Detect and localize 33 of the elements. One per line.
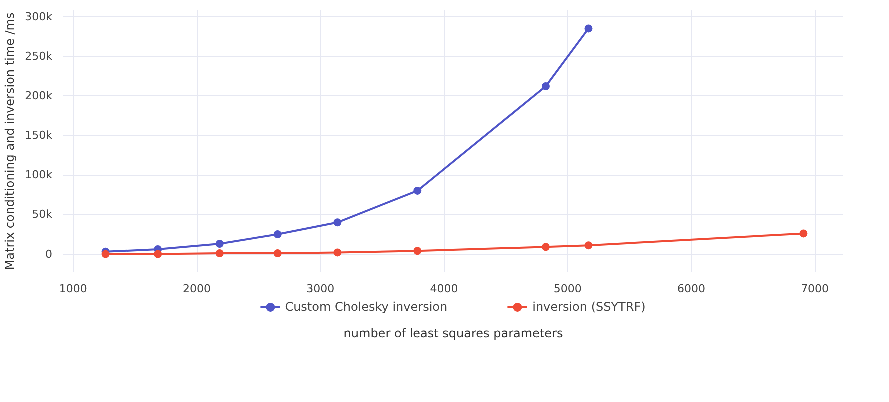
x-tick-label: 1000 bbox=[59, 282, 88, 296]
x-tick-label: 7000 bbox=[801, 282, 830, 296]
y-axis-title: Matrix conditioning and inversion time /ms bbox=[3, 12, 18, 270]
point bbox=[584, 24, 593, 33]
x-tick-label: 3000 bbox=[306, 282, 335, 296]
y-tick-label: 50k bbox=[32, 208, 54, 222]
x-axis-title: number of least squares parameters bbox=[344, 326, 564, 340]
point bbox=[274, 250, 282, 258]
point bbox=[216, 240, 224, 248]
y-tick-label: 0 bbox=[46, 248, 52, 261]
x-tick-label: 5000 bbox=[554, 282, 582, 296]
y-tick-label: 250k bbox=[25, 50, 54, 63]
point bbox=[154, 250, 162, 258]
point bbox=[542, 243, 550, 252]
point bbox=[584, 242, 593, 250]
x-tick-label: 4000 bbox=[430, 282, 458, 296]
point bbox=[414, 247, 422, 256]
point bbox=[334, 248, 342, 257]
point bbox=[800, 230, 808, 238]
y-tick-label: 150k bbox=[25, 129, 54, 142]
point bbox=[414, 186, 422, 195]
y-tick-label: 100k bbox=[25, 168, 54, 182]
y-tick-label: 300k bbox=[25, 10, 54, 24]
y-tick-label: 200k bbox=[25, 89, 54, 102]
point bbox=[542, 82, 550, 90]
point bbox=[102, 250, 110, 258]
x-tick-label: 6000 bbox=[677, 282, 706, 296]
point bbox=[274, 230, 282, 238]
legend-label: inversion (SSYTRF) bbox=[532, 300, 646, 314]
legend-label: Custom Cholesky inversion bbox=[285, 300, 448, 314]
x-tick-label: 2000 bbox=[183, 282, 212, 296]
point bbox=[216, 250, 224, 258]
point bbox=[334, 218, 342, 227]
